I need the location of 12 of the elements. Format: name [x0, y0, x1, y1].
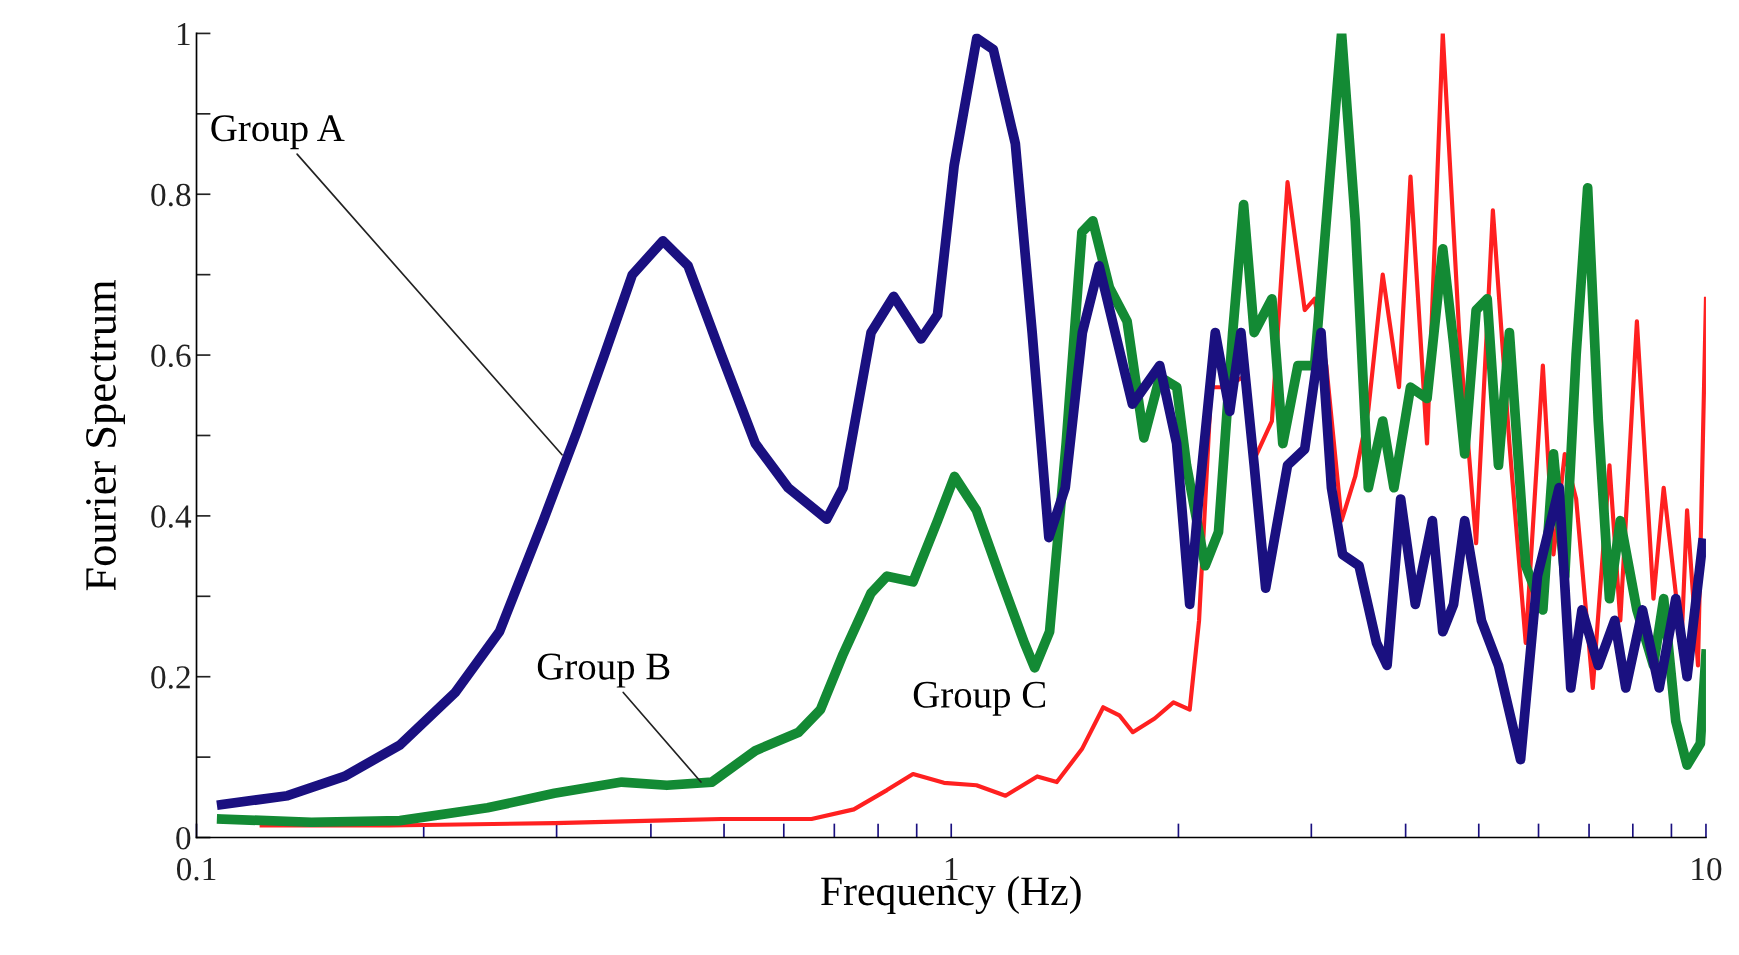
y-axis-title: Fourier Spectrum: [86, 280, 125, 591]
y-tick-label: 0.4: [151, 505, 192, 528]
y-tick-label: 0.6: [151, 344, 191, 368]
y-tick-label: 0.2: [151, 666, 190, 689]
y-tick-label: 0.8: [151, 183, 191, 207]
annotation: Group B: [537, 653, 670, 688]
y-tick-label: 1: [177, 22, 190, 45]
y-tick-label: 0: [176, 826, 191, 850]
annotation: Group A: [211, 115, 345, 150]
annotation: Group C: [913, 681, 1046, 716]
x-tick-label: 0.1: [176, 857, 216, 881]
x-tick-label: 10: [1692, 857, 1722, 881]
